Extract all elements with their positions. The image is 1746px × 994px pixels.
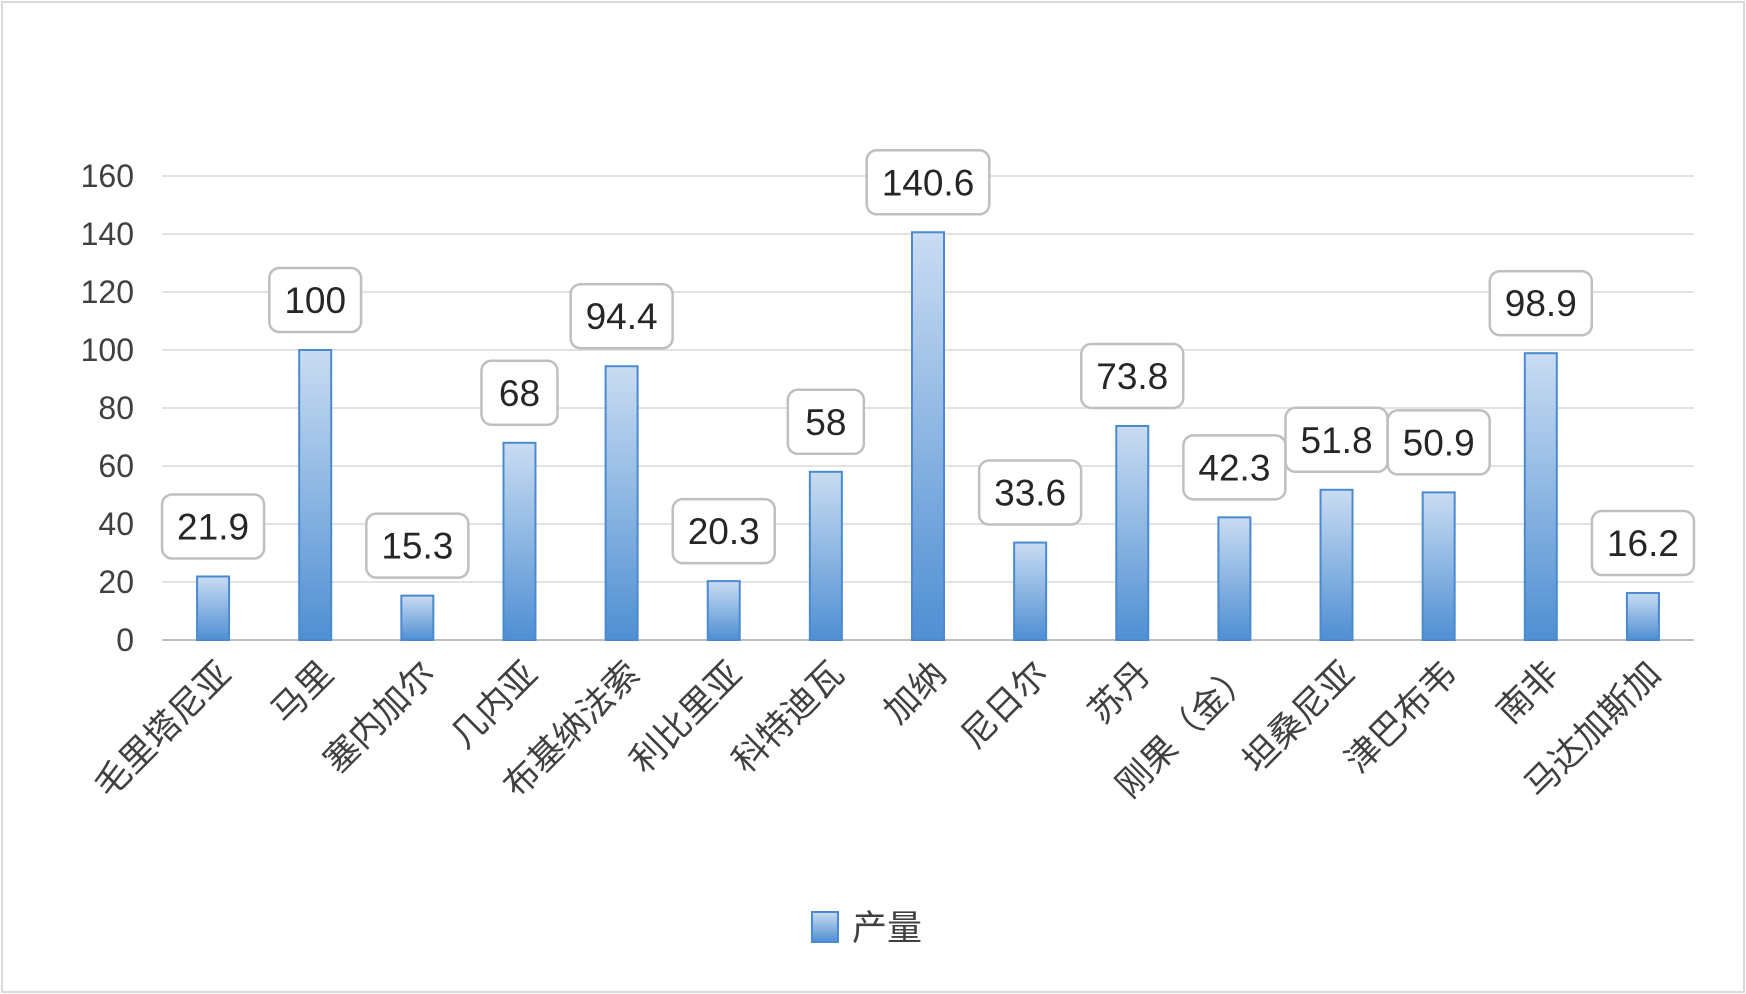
bar — [1013, 541, 1048, 641]
bar — [808, 470, 843, 641]
y-tick-label: 60 — [98, 448, 134, 484]
y-axis-ticks: 0 20 40 60 80 100 120 140 160 — [81, 158, 134, 658]
bar — [1421, 491, 1456, 642]
bar — [911, 231, 945, 641]
data-label-text: 50.9 — [1403, 422, 1475, 463]
data-label-box — [1488, 269, 1594, 337]
bar — [604, 365, 639, 641]
data-label-text: 68 — [499, 373, 540, 414]
data-label: 68 — [480, 359, 559, 427]
data-label: 20.3 — [671, 497, 776, 565]
data-label-text: 16.2 — [1607, 523, 1679, 564]
y-tick-label: 140 — [81, 216, 134, 252]
data-label-text: 51.8 — [1301, 420, 1373, 461]
data-label-text: 100 — [284, 280, 346, 321]
data-label-box — [977, 459, 1083, 526]
data-label: 94.4 — [569, 282, 674, 350]
data-label-box — [1080, 342, 1185, 410]
y-tick-label: 100 — [81, 332, 134, 368]
y-tick-label: 0 — [116, 622, 134, 658]
data-label: 100 — [268, 266, 363, 334]
data-label: 21.9 — [160, 493, 266, 560]
bar — [1523, 352, 1558, 641]
data-label-text: 20.3 — [688, 511, 760, 552]
data-label: 73.8 — [1080, 342, 1185, 410]
data-label: 16.2 — [1590, 509, 1696, 577]
data-label-box — [268, 266, 363, 334]
data-label-box — [671, 497, 776, 565]
bar — [1115, 424, 1150, 642]
data-label-text: 15.3 — [381, 526, 453, 567]
data-label: 140.6 — [865, 149, 991, 216]
data-label-text: 42.3 — [1198, 447, 1270, 488]
y-tick-label: 20 — [98, 564, 134, 600]
data-label-text: 94.4 — [586, 296, 658, 337]
data-label-text: 21.9 — [177, 506, 249, 547]
y-tick-label: 160 — [81, 158, 134, 194]
bar — [196, 575, 231, 641]
data-label: 15.3 — [365, 512, 470, 579]
data-label: 42.3 — [1182, 434, 1287, 501]
data-label-box — [1386, 409, 1491, 476]
data-label-text: 98.9 — [1505, 283, 1577, 324]
data-label-box — [160, 493, 266, 560]
data-label: 51.8 — [1284, 406, 1389, 474]
bar — [298, 349, 333, 641]
bar — [706, 580, 741, 642]
bar — [502, 441, 537, 641]
data-label-text: 73.8 — [1096, 356, 1168, 397]
bar — [400, 594, 435, 642]
data-label-box — [365, 512, 470, 579]
data-label-box — [569, 282, 674, 350]
legend: 产量 — [811, 909, 922, 949]
bars — [196, 231, 1660, 642]
data-label-box — [480, 359, 559, 427]
bar — [1319, 488, 1354, 641]
data-label: 50.9 — [1386, 409, 1491, 476]
bar — [1625, 592, 1660, 642]
y-tick-label: 40 — [98, 506, 134, 542]
data-label-text: 140.6 — [882, 162, 975, 203]
data-labels: 21.9 100 15.3 68 94.4 20.3 58 140.6 33.6 73.8 42.3… — [160, 149, 1696, 579]
y-tick-label: 80 — [98, 390, 134, 426]
data-label-text: 33.6 — [994, 473, 1066, 514]
data-label: 33.6 — [977, 459, 1083, 526]
y-tick-label: 120 — [81, 274, 134, 310]
data-label: 58 — [786, 388, 866, 456]
legend-label: 产量 — [852, 909, 922, 949]
legend-swatch — [811, 911, 839, 943]
data-label-box — [1182, 434, 1287, 501]
bar — [1217, 516, 1252, 642]
data-label-box — [786, 388, 866, 456]
data-label-box — [1590, 509, 1696, 577]
data-label-text: 58 — [805, 402, 846, 443]
data-label-box — [865, 149, 991, 216]
data-label: 98.9 — [1488, 269, 1594, 337]
